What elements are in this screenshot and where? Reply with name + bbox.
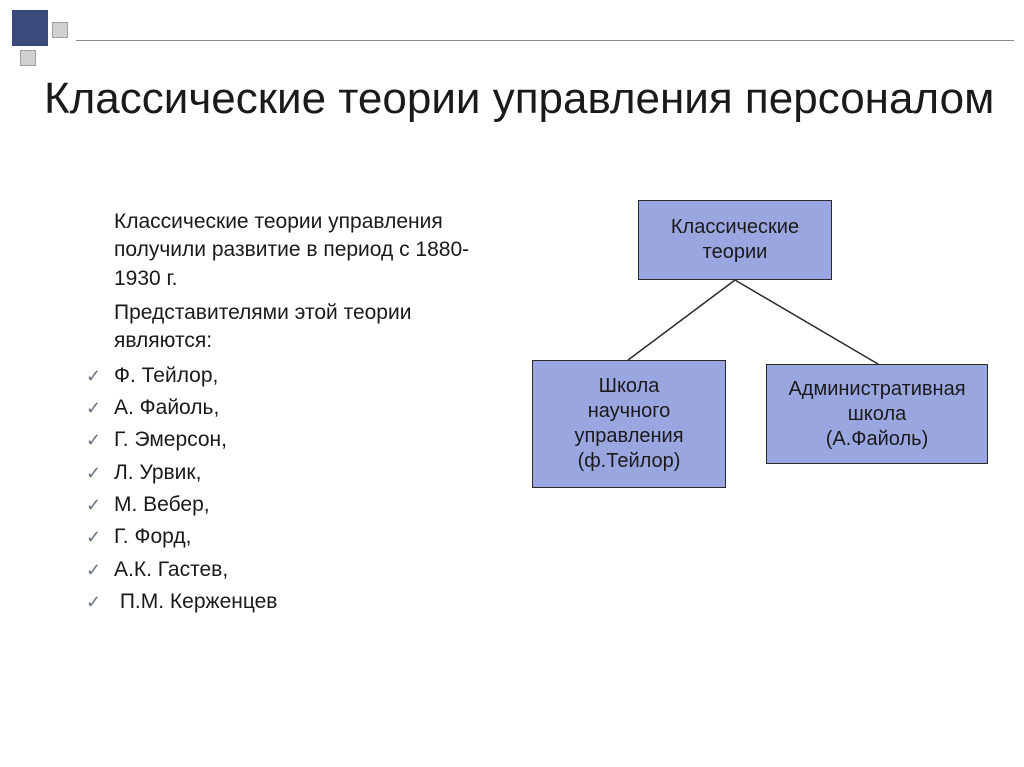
rep-name: П.М. Керженцев [114, 590, 277, 613]
rep-name: А.К. Гастев, [114, 558, 228, 581]
list-item: ✓Г. Форд, [86, 523, 474, 551]
rep-name: А. Файоль, [114, 396, 219, 419]
corner-accent-square [12, 10, 48, 46]
node-right-label: Административнаяшкола(А.Файоль) [788, 377, 965, 452]
checkmark-icon: ✓ [86, 364, 114, 388]
rep-name: Л. Урвик, [114, 461, 201, 484]
header-rule [76, 40, 1014, 41]
checkmark-icon: ✓ [86, 428, 114, 452]
content-text: Классические теории управления получили … [114, 208, 474, 620]
corner-decoration [12, 10, 68, 66]
node-root: Классические теории [638, 200, 832, 280]
node-child-left: Школанаучногоуправления(ф.Тейлор) [532, 360, 726, 488]
rep-name: Г. Эмерсон, [114, 428, 227, 451]
checkmark-icon: ✓ [86, 558, 114, 582]
corner-small-square-bottom [20, 50, 36, 66]
list-item: ✓М. Вебер, [86, 491, 474, 519]
node-child-right: Административнаяшкола(А.Файоль) [766, 364, 988, 464]
intro-paragraph: Классические теории управления получили … [114, 208, 474, 293]
list-item: ✓А. Файоль, [86, 394, 474, 422]
list-item: ✓Г. Эмерсон, [86, 426, 474, 454]
list-item: ✓А.К. Гастев, [86, 556, 474, 584]
corner-small-square-top [52, 22, 68, 38]
list-item: ✓Л. Урвик, [86, 459, 474, 487]
node-left-label: Школанаучногоуправления(ф.Тейлор) [574, 374, 683, 474]
representatives-list: ✓Ф. Тейлор, ✓А. Файоль, ✓Г. Эмерсон, ✓Л.… [114, 362, 474, 617]
rep-name: Г. Форд, [114, 525, 191, 548]
page-title: Классические теории управления персонало… [44, 74, 994, 125]
rep-name: Ф. Тейлор, [114, 364, 218, 387]
sub-intro-paragraph: Представителями этой теории являются: [114, 299, 474, 356]
checkmark-icon: ✓ [86, 525, 114, 549]
list-item: ✓ П.М. Керженцев [86, 588, 474, 616]
rep-name: М. Вебер, [114, 493, 210, 516]
checkmark-icon: ✓ [86, 396, 114, 420]
hierarchy-diagram: Классические теории Школанаучногоуправле… [510, 200, 1000, 510]
list-item: ✓Ф. Тейлор, [86, 362, 474, 390]
checkmark-icon: ✓ [86, 461, 114, 485]
checkmark-icon: ✓ [86, 590, 114, 614]
node-root-label: Классические теории [649, 215, 821, 265]
checkmark-icon: ✓ [86, 493, 114, 517]
